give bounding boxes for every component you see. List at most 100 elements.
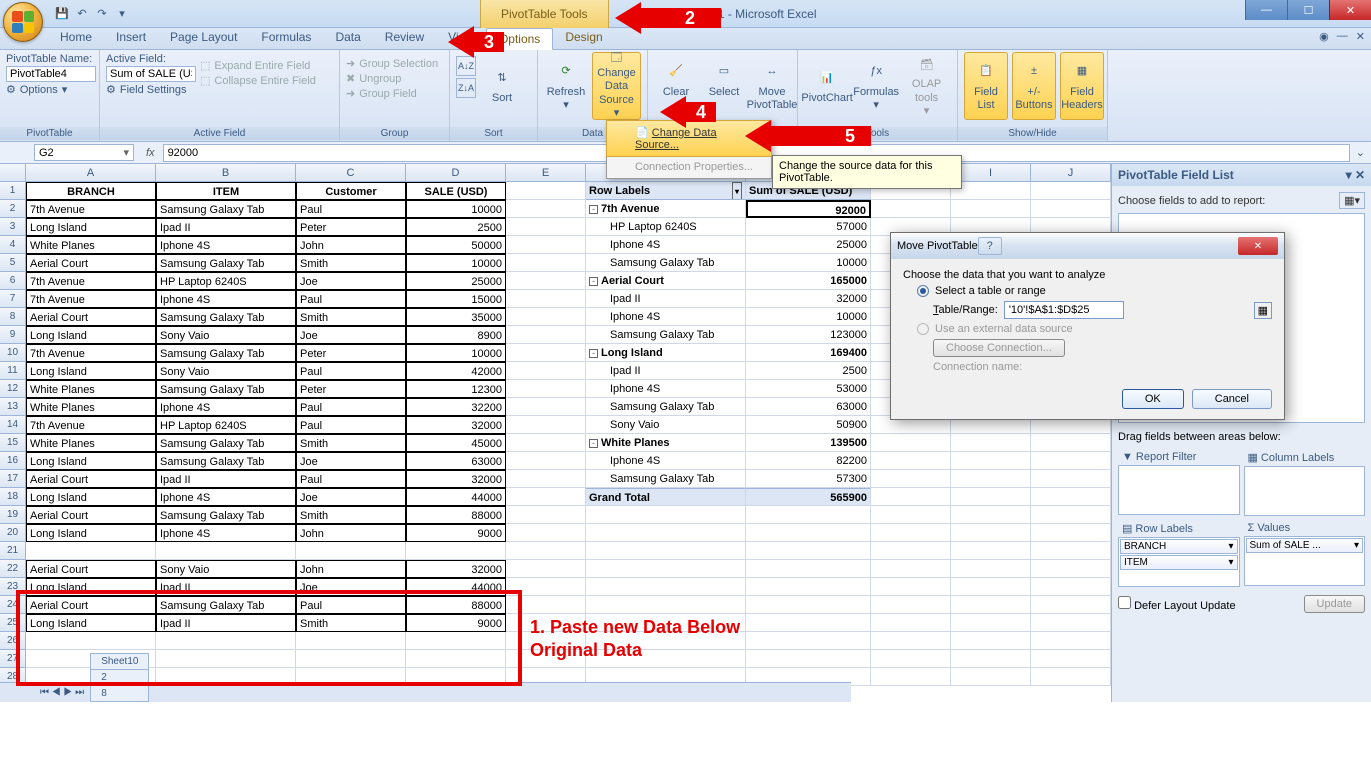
cell[interactable] — [586, 542, 746, 560]
cell[interactable]: Smith — [296, 434, 406, 452]
row-header[interactable]: 9 — [0, 326, 26, 344]
cell[interactable]: Iphone 4S — [156, 398, 296, 416]
cell[interactable]: Samsung Galaxy Tab — [156, 506, 296, 524]
row-header[interactable]: 8 — [0, 308, 26, 326]
cell[interactable]: 42000 — [406, 362, 506, 380]
field-layout-button[interactable]: ▦▾ — [1339, 192, 1365, 209]
cell[interactable]: Sony Vaio — [156, 560, 296, 578]
cell[interactable] — [951, 668, 1031, 686]
cell[interactable]: Aerial Court — [26, 470, 156, 488]
cell[interactable]: SALE (USD) — [406, 182, 506, 200]
cell[interactable]: Iphone 4S — [156, 488, 296, 506]
cell[interactable]: Aerial Court — [26, 506, 156, 524]
dialog-close-icon[interactable]: ✕ — [1238, 237, 1278, 255]
cell[interactable] — [951, 506, 1031, 524]
cell[interactable]: Joe — [296, 326, 406, 344]
row-header[interactable]: 11 — [0, 362, 26, 380]
cell[interactable] — [506, 524, 586, 542]
cell[interactable] — [506, 506, 586, 524]
cell[interactable]: Sony Vaio — [156, 362, 296, 380]
cell[interactable]: Ipad II — [156, 218, 296, 236]
qat-dropdown-icon[interactable]: ▾ — [114, 6, 130, 22]
col-header-J[interactable]: J — [1031, 164, 1111, 181]
minimize-button[interactable]: — — [1245, 0, 1287, 20]
cell[interactable] — [871, 470, 951, 488]
change-data-source-button[interactable]: 🗔Change Data Source ▾ — [592, 52, 641, 120]
row-labels-box[interactable]: BRANCH▾ITEM▾ — [1118, 537, 1240, 587]
cell[interactable] — [951, 200, 1031, 218]
cell[interactable] — [951, 182, 1031, 200]
cell[interactable] — [871, 578, 951, 596]
cell[interactable]: Iphone 4S — [156, 236, 296, 254]
cell[interactable]: Grand Total — [586, 488, 746, 506]
cell[interactable]: 123000 — [746, 326, 871, 344]
cell[interactable]: 10000 — [406, 344, 506, 362]
cell[interactable]: Smith — [296, 506, 406, 524]
cell[interactable]: Paul — [296, 398, 406, 416]
cell[interactable]: Ipad II — [156, 470, 296, 488]
cell[interactable]: 25000 — [406, 272, 506, 290]
cell[interactable] — [1031, 524, 1111, 542]
cell[interactable]: Aerial Court — [26, 254, 156, 272]
formula-expand-icon[interactable]: ⌄ — [1350, 146, 1371, 159]
cell[interactable]: Long Island — [26, 218, 156, 236]
cell[interactable] — [26, 542, 156, 560]
cell[interactable]: 53000 — [746, 380, 871, 398]
tab-insert[interactable]: Insert — [104, 27, 158, 49]
cell[interactable] — [586, 560, 746, 578]
cell[interactable] — [746, 578, 871, 596]
cell[interactable]: Long Island — [26, 524, 156, 542]
field-headers-button[interactable]: ▦Field Headers — [1060, 52, 1104, 120]
cell[interactable]: John — [296, 524, 406, 542]
cell[interactable]: 8900 — [406, 326, 506, 344]
cell[interactable] — [1031, 614, 1111, 632]
row-header[interactable]: 21 — [0, 542, 26, 560]
cell[interactable]: 63000 — [746, 398, 871, 416]
cell[interactable] — [506, 236, 586, 254]
cell[interactable] — [1031, 668, 1111, 686]
help-icon[interactable]: ◉ — [1319, 30, 1329, 43]
cell[interactable]: Samsung Galaxy Tab — [156, 200, 296, 218]
sheet-tab[interactable]: 9 — [90, 701, 149, 703]
cell[interactable] — [871, 452, 951, 470]
cell[interactable]: 44000 — [406, 488, 506, 506]
cell[interactable]: Samsung Galaxy Tab — [156, 344, 296, 362]
values-box[interactable]: Sum of SALE ...▾ — [1244, 536, 1366, 586]
cell[interactable] — [871, 524, 951, 542]
cell[interactable] — [1031, 578, 1111, 596]
cell[interactable]: Smith — [296, 308, 406, 326]
cell[interactable] — [586, 578, 746, 596]
cell[interactable]: 57000 — [746, 218, 871, 236]
cell[interactable]: BRANCH — [26, 182, 156, 200]
row-header[interactable]: 18 — [0, 488, 26, 506]
cell[interactable]: ITEM — [156, 182, 296, 200]
cell[interactable] — [871, 614, 951, 632]
cell[interactable] — [506, 488, 586, 506]
cell[interactable] — [951, 560, 1031, 578]
cell[interactable] — [746, 650, 871, 668]
refresh-button[interactable]: ⟳Refresh▾ — [544, 52, 588, 120]
cell[interactable]: 169400 — [746, 344, 871, 362]
cell[interactable]: 32000 — [746, 290, 871, 308]
cell[interactable] — [871, 434, 951, 452]
cell[interactable]: 165000 — [746, 272, 871, 290]
cell[interactable]: Row Labels ▾ — [586, 182, 746, 200]
cell[interactable] — [406, 542, 506, 560]
cell[interactable] — [1031, 632, 1111, 650]
cell[interactable] — [506, 308, 586, 326]
field-item[interactable]: BRANCH▾ — [1120, 539, 1238, 554]
cell[interactable]: Long Island — [26, 488, 156, 506]
defer-checkbox[interactable]: Defer Layout Update — [1118, 596, 1236, 612]
cell[interactable]: Long Island — [26, 452, 156, 470]
cell[interactable]: -Aerial Court — [586, 272, 746, 290]
field-item[interactable]: ITEM▾ — [1120, 555, 1238, 570]
tab-formulas[interactable]: Formulas — [249, 27, 323, 49]
tab-page-layout[interactable]: Page Layout — [158, 27, 249, 49]
cell[interactable] — [586, 524, 746, 542]
cell[interactable]: Samsung Galaxy Tab — [156, 434, 296, 452]
cell[interactable]: Peter — [296, 344, 406, 362]
cell[interactable]: Aerial Court — [26, 560, 156, 578]
cell[interactable]: White Planes — [26, 434, 156, 452]
cell[interactable] — [871, 668, 951, 686]
cell[interactable] — [1031, 434, 1111, 452]
